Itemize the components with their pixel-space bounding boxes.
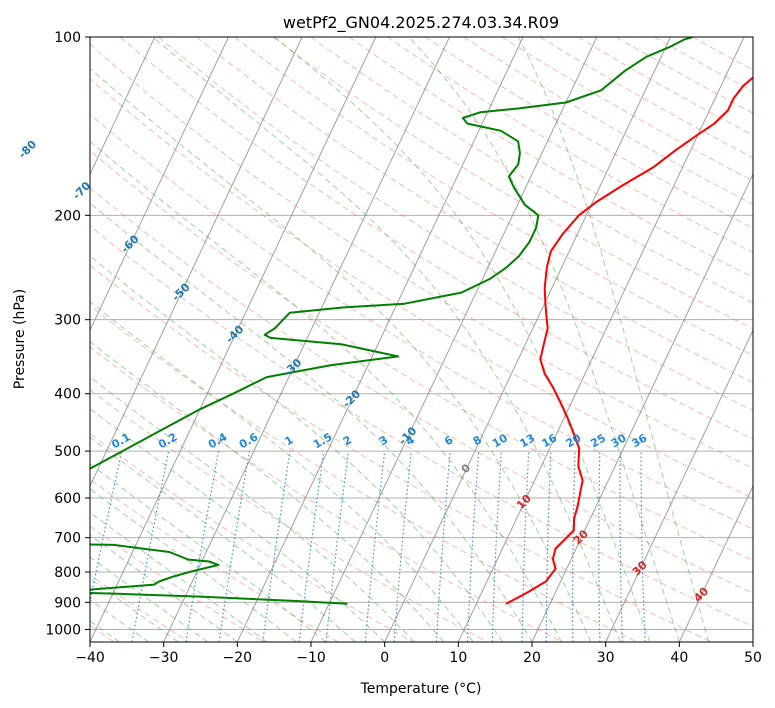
isotherm-line: [163, 37, 450, 642]
dry-adiabat: [425, 37, 753, 229]
x-axis-title: Temperature (°C): [360, 681, 482, 697]
dry-adiabat: [119, 37, 753, 440]
dry-adiabat: [90, 43, 753, 469]
moist-adiabat: [90, 255, 503, 642]
dry-adiabat: [158, 37, 753, 412]
y-tick-label: 100: [54, 30, 81, 46]
dry-adiabat: [90, 304, 638, 642]
y-tick-label: 800: [54, 565, 81, 581]
y-tick-label: 1000: [45, 622, 81, 638]
isotherm-line: [90, 37, 156, 176]
dry-adiabat: [90, 149, 753, 562]
x-tick-label: −40: [75, 650, 105, 666]
moist-adiabat: [90, 300, 474, 642]
x-tick-label: 50: [744, 650, 762, 666]
chart-title: wetPf2_GN04.2025.274.03.34.R09: [283, 13, 559, 33]
moist-adiabat: [90, 407, 386, 642]
moist-adiabat: [152, 37, 621, 642]
dry-adiabat: [90, 225, 753, 628]
isotherm-line: [605, 329, 753, 642]
y-tick-label: 600: [54, 491, 81, 507]
isotherm-line: [310, 37, 598, 642]
mixing-ratio-line: [364, 451, 386, 642]
moist-adiabat: [90, 376, 415, 642]
dry-adiabat: [90, 264, 712, 642]
x-tick-label: 10: [449, 650, 467, 666]
dry-adiabat: [90, 113, 753, 530]
x-tick-label: −10: [296, 650, 326, 666]
mixing-ratio-line: [262, 451, 291, 642]
moist-adiabat: [90, 556, 209, 642]
y-tick-label: 400: [54, 387, 81, 403]
isotherm-line: [90, 37, 229, 332]
moist-adiabat: [90, 202, 533, 642]
isotherm-line: [678, 484, 753, 642]
moist-adiabat: [90, 534, 238, 642]
isotherm-line: [457, 37, 745, 642]
dry-adiabat: [90, 525, 264, 642]
x-tick-label: −30: [149, 650, 179, 666]
x-tick-label: 30: [597, 650, 615, 666]
moist-adiabat: [274, 37, 651, 642]
isotherm-line: [90, 37, 303, 488]
y-axis-title: Pressure (hPa): [12, 289, 28, 389]
dry-adiabat: [463, 37, 753, 205]
dry-adiabat: [196, 37, 753, 384]
plot-frame: [89, 36, 754, 643]
mixing-ratio-line: [325, 451, 350, 642]
profile-lines: [90, 37, 753, 605]
mixing-ratio-line: [218, 450, 250, 642]
moist-adiabat: [90, 140, 562, 642]
y-tick-label: 900: [54, 595, 81, 611]
y-tick-label: 200: [54, 208, 81, 224]
dry-adiabat: [272, 37, 753, 330]
mixing-ratio-line: [393, 451, 412, 642]
moist-adiabat: [408, 37, 680, 642]
x-tick-label: 0: [380, 650, 389, 666]
axis-ticks: −40 −30 −20 −10 0 10 20 30 40 50 100 200 300 400 500 60…: [45, 30, 762, 666]
x-tick-label: 20: [523, 650, 541, 666]
humidity-profile-line: [90, 37, 693, 605]
y-tick-label: 300: [54, 313, 81, 329]
isotherm-line: [90, 37, 377, 642]
dry-adiabat: [539, 37, 753, 159]
moist-adiabat: [517, 37, 710, 642]
moist-adiabat: [90, 67, 592, 642]
dry-adiabat: [348, 37, 753, 278]
y-tick-label: 700: [54, 531, 81, 547]
isotherm-line: [531, 173, 753, 642]
y-tick-label: 500: [54, 444, 81, 460]
isotherm-line: [236, 37, 524, 642]
isotherm-line: [384, 37, 671, 642]
mixing-ratio-line: [298, 451, 325, 642]
x-tick-label: −20: [223, 650, 253, 666]
temperature-profile-line: [505, 76, 753, 605]
dry-adiabat: [234, 37, 753, 357]
dry-adiabat: [90, 478, 339, 642]
moist-adiabat: [90, 511, 268, 642]
x-tick-label: 40: [670, 650, 688, 666]
